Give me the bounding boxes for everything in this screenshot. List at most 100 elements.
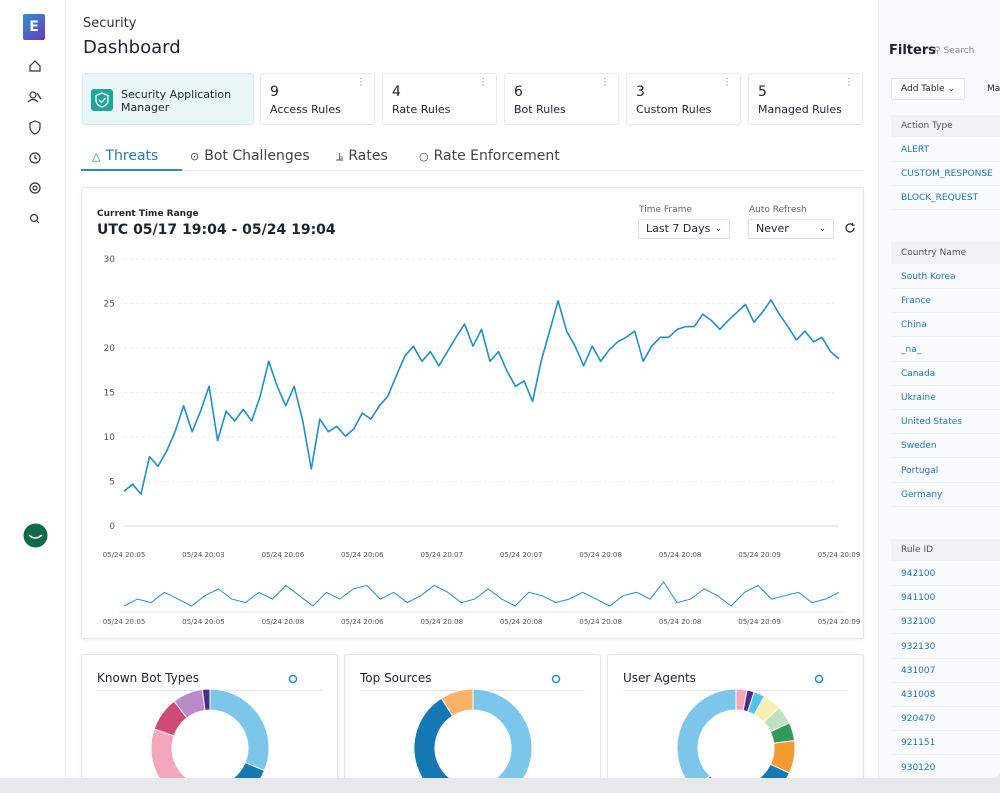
chart-subtitle: Current Time Range <box>97 209 199 219</box>
filter-header: Rule ID <box>891 539 1000 561</box>
filter-item[interactable]: 431007 <box>901 665 936 676</box>
filter-item[interactable]: _na_ <box>901 344 922 355</box>
donut-slice <box>232 761 266 778</box>
donut-panel: User Agents <box>607 654 864 778</box>
filter-divider <box>891 360 1000 362</box>
logo[interactable]: E <box>23 14 45 40</box>
donut-slice <box>676 688 737 778</box>
x-tick-label: 05/24 20:09 <box>738 551 781 559</box>
filter-item[interactable]: Sweden <box>901 441 937 452</box>
tab-icon: △ <box>92 150 101 163</box>
x-tick-label: 05/24 20:07 <box>500 551 543 559</box>
tab[interactable]: ⫡ Rates <box>336 148 388 164</box>
rule-card[interactable]: 3 Custom Rules ⋮ <box>626 73 741 125</box>
filter-item[interactable]: United States <box>901 417 962 428</box>
overview-tick-label: 05/24 20:05 <box>103 618 146 626</box>
rule-card[interactable]: 6 Bot Rules ⋮ <box>504 73 619 125</box>
donut-slice <box>472 688 533 778</box>
filter-item[interactable]: ALERT <box>901 145 929 155</box>
card-menu: ⋮ <box>478 77 488 88</box>
x-tick-label: 05/24 20:07 <box>420 551 463 559</box>
filter-item[interactable]: 920470 <box>901 714 936 725</box>
refresh-button[interactable] <box>844 222 856 234</box>
more-button[interactable]: Ma <box>987 84 1000 94</box>
card-label: Access Rules <box>270 103 341 116</box>
filter-item[interactable]: 932130 <box>901 641 936 652</box>
app-card[interactable]: Security Application Manager <box>82 73 254 125</box>
x-tick-label: 05/24 20:08 <box>659 551 702 559</box>
tab-label: Threats <box>105 148 159 164</box>
control-label: Time Frame <box>639 205 692 215</box>
refresh-icon[interactable] <box>814 674 824 684</box>
time-frame-select[interactable]: Last 7 Days ⌄ <box>638 219 730 239</box>
y-tick-label: 30 <box>104 255 116 265</box>
overview-tick-label: 05/24 20:09 <box>818 618 861 626</box>
filter-item[interactable]: BLOCK_REQUEST <box>901 193 979 204</box>
filter-divider <box>891 457 1000 459</box>
card-value: 5 <box>758 84 767 100</box>
filter-item[interactable]: 941100 <box>901 593 936 604</box>
donut-slice <box>707 763 791 778</box>
auto-refresh-select[interactable]: Never ⌄ <box>748 219 834 239</box>
avatar[interactable] <box>23 523 48 548</box>
select-value: Last 7 Days <box>646 222 711 235</box>
filter-item[interactable]: South Korea <box>901 272 956 282</box>
filter-item[interactable]: 431008 <box>901 690 936 700</box>
filter-divider <box>891 481 1000 483</box>
donut-chart <box>676 674 824 778</box>
filter-divider <box>891 288 1000 289</box>
tab-label: Rate Enforcement <box>433 148 560 164</box>
filter-item[interactable]: 921151 <box>901 738 936 749</box>
x-tick-label: 05/24 20:03 <box>182 551 225 559</box>
refresh-icon[interactable] <box>551 674 561 684</box>
donut-slice <box>413 697 454 778</box>
filter-divider <box>891 384 1000 386</box>
active-tab-indicator <box>81 169 182 171</box>
search-placeholder: Search <box>943 46 975 56</box>
filter-divider <box>891 681 1000 683</box>
donut-panel: Top Sources <box>344 654 601 778</box>
x-tick-label: 05/24 20:09 <box>818 551 861 559</box>
select-value: Never <box>756 222 789 235</box>
filter-item[interactable]: Portugal <box>901 465 939 476</box>
filter-item[interactable]: France <box>901 296 931 307</box>
panel-title: Known Bot Types <box>97 671 199 685</box>
tab[interactable]: ⊙ Bot Challenges <box>190 148 310 164</box>
card-label: Managed Rules <box>758 103 842 116</box>
tab-icon: ○ <box>419 150 429 163</box>
overview-tick-label: 05/24 20:08 <box>500 618 543 626</box>
filters-panel: Filters ⚲ Search Add Table ⌄ Ma Action T… <box>878 0 1000 778</box>
card-value: 4 <box>392 84 401 100</box>
add-table-button[interactable]: Add Table ⌄ <box>891 78 965 100</box>
rule-card[interactable]: 4 Rate Rules ⋮ <box>382 73 497 125</box>
line-chart: 0 5 10 15 20 25 30 05/24 20:05 05/24 20:03 05/24 … <box>103 255 861 626</box>
shield-icon <box>91 89 113 111</box>
filter-item[interactable]: 932100 <box>901 617 936 628</box>
tab-label: Bot Challenges <box>204 148 310 164</box>
filter-divider <box>891 706 1000 707</box>
tab[interactable]: ○ Rate Enforcement <box>419 148 560 164</box>
panel-title: Top Sources <box>360 671 432 685</box>
tab[interactable]: △ Threats <box>92 148 158 164</box>
filter-item[interactable]: Ukraine <box>901 393 936 403</box>
search-input[interactable]: ⚲ Search <box>934 46 975 56</box>
overview-tick-label: 05/24 20:08 <box>420 618 463 626</box>
page-title: Dashboard <box>83 37 181 58</box>
filter-item[interactable]: CUSTOM_RESPONSE <box>901 169 993 180</box>
donut-panel: Known Bot Types <box>81 654 338 778</box>
breadcrumb[interactable]: Security <box>83 16 137 31</box>
filter-item[interactable]: Canada <box>901 368 936 379</box>
filter-item[interactable]: 930120 <box>901 762 936 773</box>
nav-icons[interactable] <box>26 56 44 231</box>
filter-item[interactable]: Germany <box>901 489 943 500</box>
tab-icon: ⫡ <box>336 150 344 163</box>
filter-item[interactable]: China <box>901 320 927 331</box>
refresh-icon[interactable] <box>288 674 298 684</box>
filter-item[interactable]: 942100 <box>901 569 936 579</box>
filter-header: Country Name <box>891 242 1000 264</box>
rule-card[interactable]: 9 Access Rules ⋮ <box>260 73 375 125</box>
rule-card[interactable]: 5 Managed Rules ⋮ <box>748 73 863 125</box>
overview-line <box>123 581 840 607</box>
x-tick-label: 05/24 20:06 <box>262 551 305 559</box>
card-value: 9 <box>270 84 279 100</box>
